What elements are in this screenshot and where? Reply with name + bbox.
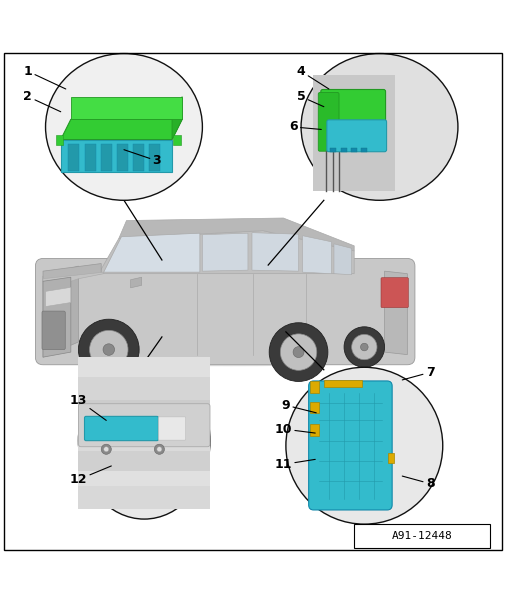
Polygon shape — [43, 266, 78, 357]
Polygon shape — [130, 277, 141, 288]
Text: 8: 8 — [401, 476, 434, 490]
Circle shape — [343, 327, 384, 367]
Bar — [117, 144, 128, 171]
Polygon shape — [333, 244, 351, 275]
Bar — [78, 431, 210, 451]
Bar — [84, 144, 95, 171]
FancyBboxPatch shape — [354, 524, 489, 548]
Text: 2: 2 — [23, 90, 61, 112]
Bar — [350, 148, 356, 152]
FancyBboxPatch shape — [320, 89, 385, 131]
Bar — [78, 486, 210, 509]
Bar — [68, 144, 79, 171]
Bar — [387, 453, 393, 464]
Bar — [78, 377, 210, 400]
Bar — [56, 134, 63, 145]
Circle shape — [78, 319, 139, 380]
Polygon shape — [61, 119, 182, 139]
Polygon shape — [45, 288, 71, 306]
Polygon shape — [71, 96, 182, 119]
Circle shape — [103, 344, 114, 355]
Bar — [78, 451, 210, 471]
Bar — [330, 148, 336, 152]
Bar — [100, 144, 112, 171]
Text: 9: 9 — [281, 399, 316, 413]
Text: 10: 10 — [274, 423, 315, 435]
Polygon shape — [119, 218, 354, 251]
Bar — [310, 402, 319, 413]
Bar — [310, 382, 319, 393]
Bar — [323, 380, 361, 387]
Text: 4: 4 — [296, 65, 328, 89]
Circle shape — [101, 444, 111, 454]
Polygon shape — [202, 233, 247, 271]
FancyBboxPatch shape — [42, 311, 65, 350]
Bar — [78, 357, 210, 377]
Ellipse shape — [45, 54, 202, 200]
FancyBboxPatch shape — [158, 417, 185, 440]
Polygon shape — [61, 139, 172, 172]
Bar — [78, 400, 210, 431]
FancyBboxPatch shape — [380, 278, 408, 308]
Circle shape — [104, 447, 109, 452]
Circle shape — [351, 335, 376, 360]
Polygon shape — [43, 264, 101, 281]
Bar — [312, 75, 413, 191]
Ellipse shape — [285, 367, 442, 524]
Bar — [360, 148, 366, 152]
Text: 11: 11 — [274, 458, 315, 471]
Text: 12: 12 — [70, 466, 111, 486]
Circle shape — [292, 347, 304, 358]
Bar — [78, 471, 210, 486]
FancyBboxPatch shape — [308, 381, 391, 510]
FancyBboxPatch shape — [326, 120, 386, 152]
FancyBboxPatch shape — [84, 416, 158, 441]
Bar — [149, 144, 160, 171]
Circle shape — [89, 330, 128, 369]
Bar — [340, 148, 346, 152]
Text: 3: 3 — [124, 150, 161, 167]
Polygon shape — [251, 233, 298, 271]
FancyBboxPatch shape — [318, 92, 338, 151]
Circle shape — [154, 444, 164, 454]
Polygon shape — [172, 96, 182, 139]
Circle shape — [360, 343, 368, 351]
Polygon shape — [384, 271, 407, 355]
Polygon shape — [302, 236, 331, 274]
Bar — [394, 75, 414, 191]
FancyBboxPatch shape — [78, 404, 210, 447]
Text: 6: 6 — [288, 121, 321, 133]
Polygon shape — [43, 272, 104, 291]
Ellipse shape — [300, 54, 457, 200]
Circle shape — [157, 447, 162, 452]
Bar — [133, 144, 144, 171]
Ellipse shape — [78, 362, 210, 519]
Ellipse shape — [50, 351, 404, 366]
Bar — [173, 134, 180, 145]
FancyBboxPatch shape — [35, 259, 414, 365]
Circle shape — [269, 323, 327, 382]
Text: 13: 13 — [70, 394, 106, 420]
Text: 5: 5 — [296, 90, 323, 107]
Polygon shape — [98, 231, 353, 274]
Polygon shape — [104, 233, 199, 272]
Text: 7: 7 — [401, 366, 434, 380]
Circle shape — [280, 334, 316, 370]
Bar — [310, 425, 319, 435]
Text: A91-12448: A91-12448 — [391, 531, 451, 541]
Text: 1: 1 — [23, 65, 66, 89]
Polygon shape — [43, 277, 71, 357]
